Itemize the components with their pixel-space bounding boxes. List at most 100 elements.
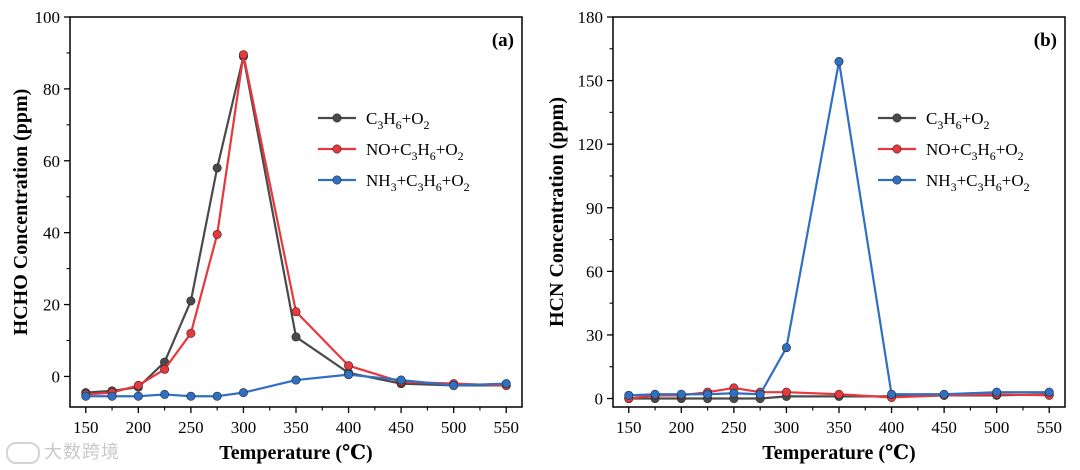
y-tick-label: 0 <box>595 390 604 409</box>
data-point <box>291 332 301 342</box>
panel-label: (b) <box>1034 30 1057 51</box>
y-tick-label: 0 <box>52 367 61 386</box>
watermark-text: 大数跨境 <box>44 442 120 463</box>
legend-swatch-marker <box>892 113 902 123</box>
legend-label: NO+C3H6+O2 <box>366 140 464 163</box>
legend-text-part: H <box>417 140 429 159</box>
data-point <box>396 375 406 385</box>
x-tick-label: 500 <box>984 418 1010 437</box>
data-point <box>238 388 248 398</box>
legend-text-part: H <box>943 109 955 128</box>
x-tick-label: 450 <box>388 418 414 437</box>
legend-subscript: 6 <box>430 149 436 163</box>
data-point <box>186 391 196 401</box>
data-point <box>501 379 511 389</box>
legend-entry: NH3+C3H6+O2 <box>318 171 470 194</box>
legend-text-part: +O <box>1002 171 1024 190</box>
legend-swatch-marker <box>892 144 902 154</box>
legend-subscript: 2 <box>1024 180 1030 194</box>
data-point <box>186 296 196 306</box>
x-axis-title: Temperature (℃) <box>762 442 915 464</box>
y-tick-label: 180 <box>578 8 604 27</box>
y-axis-title: HCN Concentration (ppm) <box>546 97 568 327</box>
legend-text-part: NH <box>926 171 951 190</box>
y-tick-label: 60 <box>586 262 603 281</box>
watermark-logo-icon <box>6 442 40 464</box>
legend-subscript: 3 <box>937 118 943 132</box>
legend-subscript: 2 <box>424 118 430 132</box>
legend-text-part: NO+C <box>366 140 411 159</box>
watermark: 大数跨境 <box>6 438 120 464</box>
legend-text-part: C <box>366 109 377 128</box>
plot-frame <box>612 16 1066 408</box>
data-point <box>781 343 791 353</box>
legend-text-part: +C <box>957 171 978 190</box>
data-point <box>781 387 791 397</box>
data-point <box>344 370 354 380</box>
legend-label: NH3+C3H6+O2 <box>926 171 1030 194</box>
data-point <box>676 389 686 399</box>
legend-subscript: 6 <box>990 149 996 163</box>
legend-entry: C3H6+O2 <box>318 109 430 132</box>
data-point <box>939 389 949 399</box>
data-point <box>344 361 354 371</box>
y-tick-label: 30 <box>586 326 603 345</box>
data-point <box>1044 387 1054 397</box>
legend-text-part: +C <box>397 171 418 190</box>
x-tick-label: 350 <box>283 418 309 437</box>
legend-subscript: 6 <box>436 180 442 194</box>
data-point <box>291 307 301 317</box>
x-tick-label: 250 <box>178 418 204 437</box>
legend-text-part: +O <box>996 140 1018 159</box>
legend-subscript: 6 <box>996 180 1002 194</box>
y-tick-label: 80 <box>43 80 60 99</box>
legend-subscript: 3 <box>377 118 383 132</box>
data-point <box>992 387 1002 397</box>
legend-subscript: 3 <box>971 149 977 163</box>
series-line <box>628 60 1050 397</box>
legend-subscript: 6 <box>396 118 402 132</box>
legend-text-part: H <box>977 140 989 159</box>
x-tick-label: 200 <box>669 418 695 437</box>
data-point <box>133 391 143 401</box>
legend-subscript: 3 <box>951 180 957 194</box>
y-axis-title: HCHO Concentration (ppm) <box>10 89 32 336</box>
hcn-chart-panel: 150 200 250 300 350 400 450 500 550 0 30 60 90 120 150… <box>546 8 1066 464</box>
legend-text-part: +O <box>402 109 424 128</box>
data-point <box>212 229 222 239</box>
y-tick-label: 90 <box>586 199 603 218</box>
y-tick-label: 40 <box>43 224 60 243</box>
legend-text-part: C <box>926 109 937 128</box>
legend-subscript: 3 <box>411 149 417 163</box>
data-point <box>449 380 459 390</box>
y-tick-label: 100 <box>35 8 61 27</box>
data-point <box>238 50 248 60</box>
y-tick-label: 20 <box>43 296 60 315</box>
legend-subscript: 2 <box>458 149 464 163</box>
legend-swatch-marker <box>892 175 902 185</box>
data-point <box>291 375 301 385</box>
legend-subscript: 3 <box>391 180 397 194</box>
data-point <box>133 380 143 390</box>
legend-swatch-marker <box>332 113 342 123</box>
panel-label: (a) <box>492 30 514 51</box>
y-tick-label: 60 <box>43 152 60 171</box>
legend-text-part: +O <box>962 109 984 128</box>
legend-subscript: 3 <box>418 180 424 194</box>
data-point <box>624 390 634 400</box>
x-tick-label: 300 <box>231 418 257 437</box>
legend-text-part: H <box>984 171 996 190</box>
legend-text-part: +O <box>436 140 458 159</box>
legend-label: NH3+C3H6+O2 <box>366 171 470 194</box>
x-tick-label: 550 <box>1036 418 1062 437</box>
data-point <box>834 389 844 399</box>
legend-label: C3H6+O2 <box>926 109 990 132</box>
data-point <box>212 391 222 401</box>
legend-entry: NO+C3H6+O2 <box>878 140 1024 163</box>
data-point <box>107 391 117 401</box>
data-point <box>755 389 765 399</box>
legend-label: NO+C3H6+O2 <box>926 140 1024 163</box>
x-tick-label: 400 <box>336 418 362 437</box>
x-tick-label: 550 <box>493 418 519 437</box>
